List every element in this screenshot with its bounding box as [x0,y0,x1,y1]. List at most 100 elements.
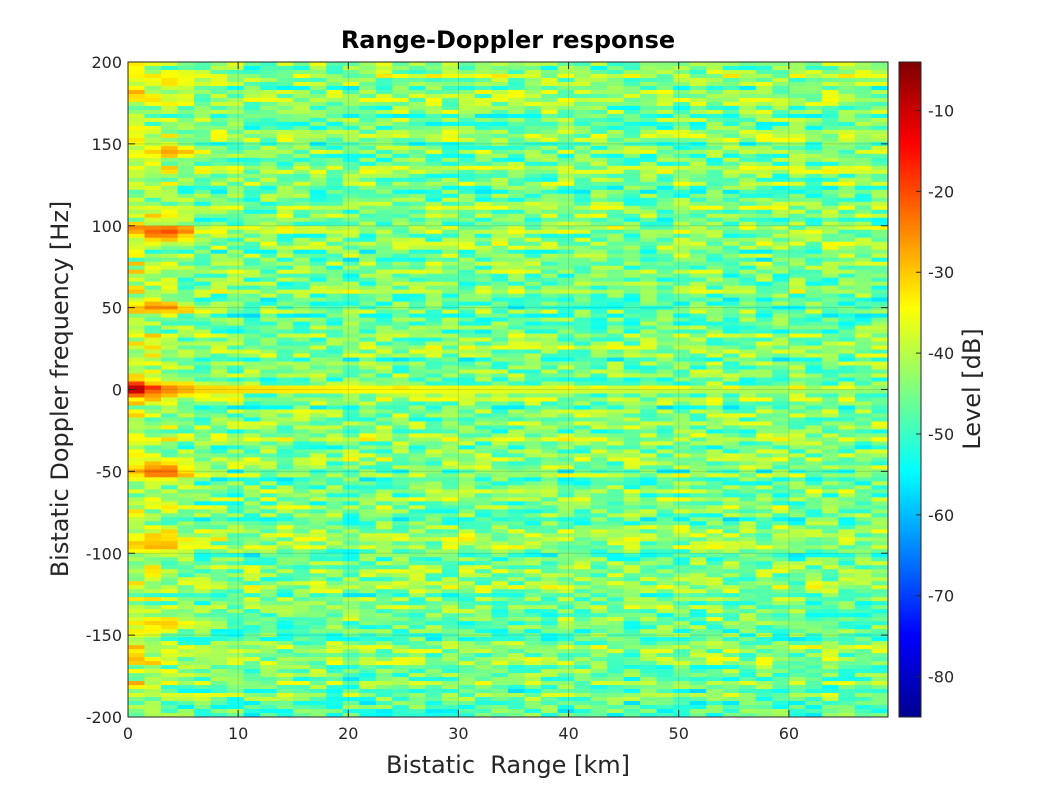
heatmap-cell [788,381,806,387]
heatmap-cell [276,321,294,327]
heatmap-cell [177,389,195,395]
heatmap-cell [425,257,443,263]
heatmap-cell [755,269,773,275]
heatmap-cell [871,73,888,79]
heatmap-cell [805,257,823,263]
heatmap-cell [161,105,179,111]
heatmap-cell [293,469,311,474]
heatmap-cell [706,421,724,427]
heatmap-cell [706,173,724,179]
heatmap-cell [722,217,740,223]
heatmap-cell [227,117,245,123]
heatmap-cell [210,389,228,395]
heatmap-cell [359,357,377,363]
heatmap-cell [541,329,559,335]
heatmap-cell [805,117,823,123]
heatmap-cell [524,145,542,151]
heatmap-cell [871,205,888,211]
heatmap-cell [260,121,278,127]
heatmap-cell [342,193,360,199]
heatmap-cell [772,273,790,279]
heatmap-cell [788,217,806,223]
heatmap-cell [557,257,575,263]
heatmap-cell [508,93,526,99]
heatmap-cell [656,121,674,127]
heatmap-cell [441,477,460,482]
heatmap-cell [689,89,707,95]
heatmap-cell [673,77,691,83]
heatmap-cell [821,165,840,171]
heatmap-cell [722,477,740,482]
heatmap-cell [194,245,212,251]
heatmap-cell [194,69,212,75]
heatmap-cell [722,209,740,215]
heatmap-cell [227,169,245,175]
heatmap-cell [607,233,625,239]
heatmap-cell [458,465,476,470]
heatmap-cell [144,421,162,427]
heatmap-cell [128,197,146,203]
heatmap-cell [491,185,509,191]
heatmap-cell [227,189,245,195]
heatmap-cell [375,137,393,143]
heatmap-cell [392,69,410,75]
heatmap-cell [574,285,592,291]
heatmap-cell [342,345,360,351]
heatmap-cell [441,297,460,303]
heatmap-cell [375,429,393,435]
heatmap-cell [772,77,790,83]
heatmap-cell [491,433,509,439]
heatmap-cell [392,449,410,454]
heatmap-cell [788,469,806,474]
heatmap-cell [359,77,377,83]
heatmap-cell [772,449,790,454]
heatmap-cell [755,77,773,83]
heatmap-cell [293,65,311,71]
heatmap-cell [359,437,377,443]
heatmap-cell [144,121,162,127]
heatmap-cell [144,361,162,367]
heatmap-cell [706,397,724,403]
heatmap-cell [243,313,261,319]
heatmap-cell [838,153,856,159]
heatmap-cell [408,229,426,235]
heatmap-cell [788,193,806,199]
heatmap-cell [309,293,327,299]
heatmap-cell [227,157,245,163]
heatmap-cell [194,253,212,259]
heatmap-cell [607,62,625,67]
heatmap-cell [640,173,658,179]
heatmap-cell [161,205,179,211]
heatmap-cell [276,369,294,375]
heatmap-cell [161,65,179,71]
heatmap-cell [375,169,393,175]
heatmap-cell [210,69,228,75]
heatmap-cell [541,229,559,235]
heatmap-cell [656,169,674,175]
heatmap-cell [260,181,278,187]
heatmap-cell [441,417,460,423]
heatmap-cell [375,257,393,263]
heatmap-cell [623,489,641,494]
heatmap-cell [458,157,476,163]
heatmap-cell [854,241,873,247]
heatmap-cell [441,405,460,411]
heatmap-cell [326,417,344,423]
heatmap-cell [689,361,707,367]
heatmap-cell [276,189,294,195]
heatmap-cell [375,237,393,243]
heatmap-cell [194,353,212,359]
heatmap-cell [342,241,360,247]
heatmap-cell [458,145,476,151]
heatmap-cell [194,225,212,231]
heatmap-cell [706,277,724,283]
heatmap-cell [309,121,327,127]
heatmap-cell [508,373,526,379]
heatmap-cell [408,373,426,379]
heatmap-cell [755,433,773,439]
heatmap-cell [838,157,856,163]
heatmap-cell [590,273,608,279]
heatmap-cell [673,393,691,399]
heatmap-cell [392,421,410,427]
heatmap-cell [210,433,228,439]
